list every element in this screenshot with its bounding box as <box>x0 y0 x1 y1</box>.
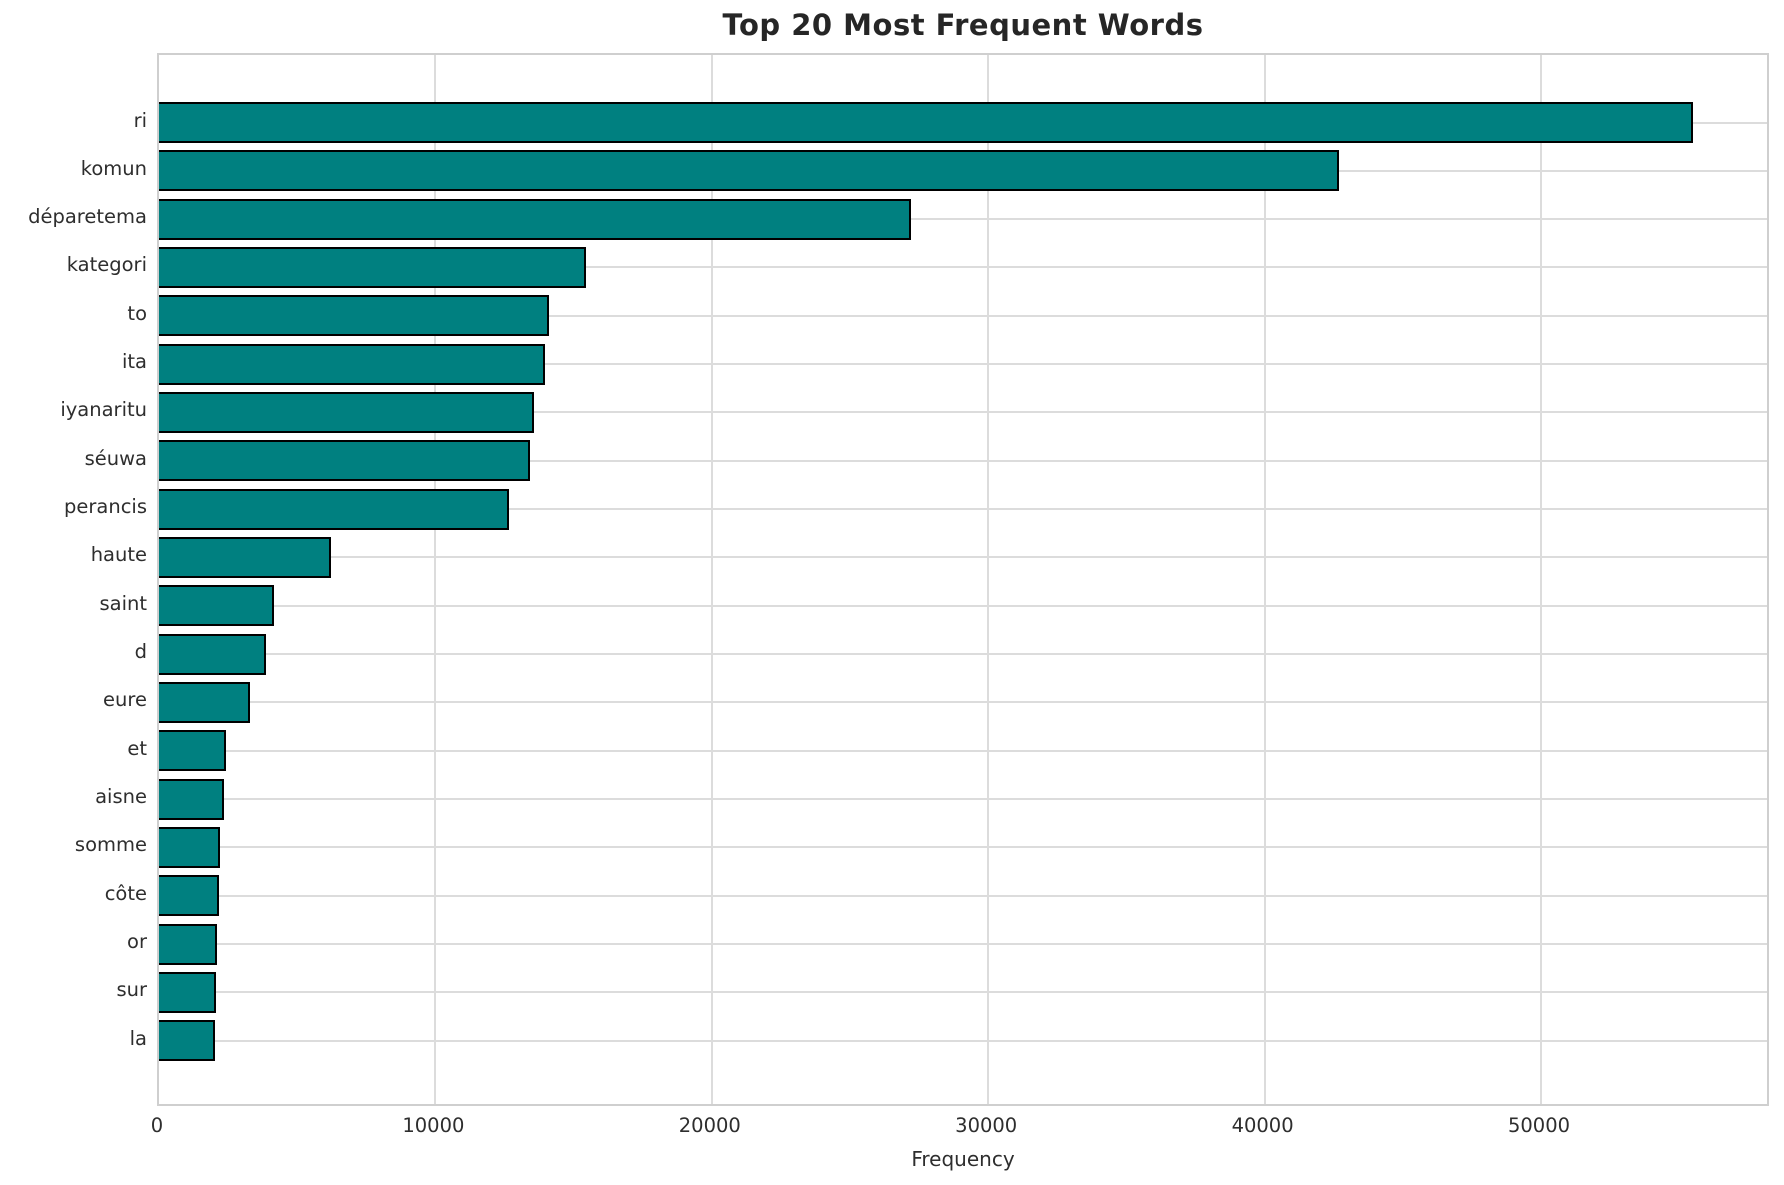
y-tick-label: perancis <box>64 495 147 519</box>
y-tick-label: iyanaritu <box>60 398 147 422</box>
horizontal-gridline <box>159 508 1767 511</box>
horizontal-gridline <box>159 653 1767 656</box>
y-tick-label: komun <box>80 156 147 180</box>
horizontal-gridline <box>159 459 1767 462</box>
horizontal-gridline <box>159 314 1767 317</box>
horizontal-gridline <box>159 266 1767 269</box>
horizontal-gridline <box>159 218 1767 221</box>
vertical-gridline <box>1540 55 1543 1104</box>
x-tick-label: 0 <box>150 1114 164 1137</box>
x-tick-label: 20000 <box>678 1114 741 1137</box>
bar-la <box>159 1020 215 1062</box>
bar-eure <box>159 681 250 723</box>
bar-somme <box>159 826 220 868</box>
y-tick-label: déparetema <box>28 205 147 229</box>
chart-title: Top 20 Most Frequent Words <box>722 8 1204 42</box>
horizontal-gridline <box>159 363 1767 366</box>
y-tick-label: haute <box>90 543 147 567</box>
y-tick-label: kategori <box>66 253 147 277</box>
y-tick-label: d <box>134 640 147 664</box>
x-tick-label: 40000 <box>1231 1114 1294 1137</box>
horizontal-gridline <box>159 556 1767 559</box>
y-tick-label: saint <box>99 591 147 615</box>
bar-et <box>159 730 226 772</box>
horizontal-gridline <box>159 749 1767 752</box>
y-tick-label: côte <box>104 881 147 905</box>
y-tick-label: séuwa <box>84 446 147 470</box>
bar-komun <box>159 150 1340 192</box>
bar-kategori <box>159 246 587 288</box>
horizontal-gridline <box>159 991 1767 994</box>
x-axis-label: Frequency <box>911 1147 1015 1171</box>
y-tick-label: la <box>129 1026 147 1050</box>
horizontal-gridline <box>159 411 1767 414</box>
horizontal-gridline <box>159 894 1767 897</box>
bar-to <box>159 295 549 337</box>
bar-déparetema <box>159 198 911 240</box>
plot-area <box>157 53 1769 1106</box>
bar-ita <box>159 343 545 385</box>
horizontal-gridline <box>159 701 1767 704</box>
vertical-gridline <box>710 55 713 1104</box>
bar-aisne <box>159 778 224 820</box>
bar-sur <box>159 971 216 1013</box>
horizontal-gridline <box>159 798 1767 801</box>
bar-d <box>159 633 266 675</box>
bar-ri <box>159 102 1694 143</box>
y-tick-label: et <box>127 736 147 760</box>
y-tick-label: eure <box>103 688 147 712</box>
horizontal-gridline <box>159 604 1767 607</box>
horizontal-gridline <box>159 1039 1767 1042</box>
vertical-gridline <box>1263 55 1266 1104</box>
bar-saint <box>159 585 275 627</box>
bar-séuwa <box>159 440 531 482</box>
bar-iyanaritu <box>159 391 534 433</box>
y-tick-label: ita <box>121 350 147 374</box>
y-tick-label: aisne <box>95 785 147 809</box>
horizontal-gridline <box>159 943 1767 946</box>
bar-perancis <box>159 488 510 530</box>
x-tick-label: 50000 <box>1507 1114 1571 1137</box>
x-tick-label: 10000 <box>402 1114 465 1137</box>
bar-côte <box>159 875 219 917</box>
y-tick-label: ri <box>133 108 147 132</box>
y-tick-label: to <box>127 301 147 325</box>
horizontal-gridline <box>159 846 1767 849</box>
vertical-gridline <box>434 55 437 1104</box>
vertical-gridline <box>987 55 990 1104</box>
bar-haute <box>159 536 332 578</box>
y-tick-label: or <box>127 930 147 954</box>
bar-or <box>159 923 218 965</box>
y-tick-label: sur <box>116 978 147 1002</box>
x-tick-label: 30000 <box>955 1114 1018 1137</box>
y-tick-label: somme <box>74 833 147 857</box>
